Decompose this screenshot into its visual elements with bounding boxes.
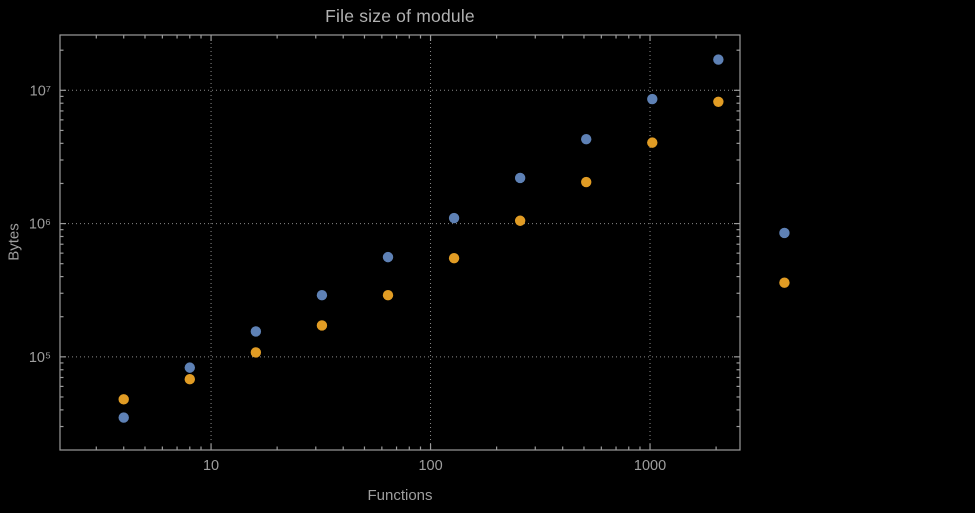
- data-point: [514, 215, 526, 226]
- data-point: [250, 347, 262, 358]
- x-tick-label: 1000: [634, 458, 666, 474]
- data-point: [779, 277, 790, 288]
- y-tick-label: 10⁶: [29, 217, 51, 233]
- data-point: [647, 93, 658, 105]
- data-point: [316, 320, 328, 331]
- data-point: [184, 362, 195, 373]
- data-point: [647, 137, 658, 148]
- data-point: [713, 96, 724, 107]
- data-point: [514, 172, 526, 184]
- data-point: [382, 290, 394, 301]
- data-point: [382, 251, 394, 263]
- data-point: [250, 326, 262, 337]
- data-point: [118, 394, 129, 405]
- plot-frame: [59, 34, 741, 451]
- y-tick-label: 10⁵: [29, 350, 51, 366]
- x-axis-label: Functions: [367, 487, 433, 504]
- data-point: [581, 133, 592, 145]
- data-point: [779, 227, 790, 239]
- x-tick-label: 100: [418, 458, 442, 474]
- data-point: [118, 412, 129, 423]
- x-tick-label: 10: [203, 458, 219, 474]
- data-point: [316, 290, 328, 301]
- y-tick-label: 10⁷: [30, 83, 51, 99]
- chart-title: File size of module: [325, 6, 475, 26]
- data-point: [581, 176, 592, 188]
- data-point: [448, 252, 460, 264]
- data-point: [184, 373, 195, 385]
- data-point: [713, 54, 724, 65]
- data-point: [448, 212, 460, 224]
